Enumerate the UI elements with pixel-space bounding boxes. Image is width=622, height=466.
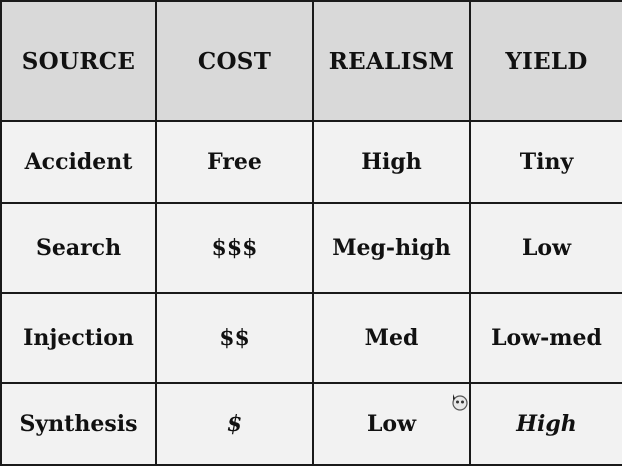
cell-yield: Low [469, 202, 622, 294]
cell-realism: Med [312, 292, 471, 384]
cell-source: Search [0, 202, 157, 294]
cell-yield: Tiny [469, 120, 622, 204]
pointer-cursor-icon [452, 394, 468, 411]
header-source: SOURCE [0, 0, 157, 122]
header-yield: YIELD [469, 0, 622, 122]
cell-cost: $$$ [155, 202, 314, 294]
cell-realism: Meg-high [312, 202, 471, 294]
cell-source: Synthesis [0, 382, 157, 466]
table-row: Accident Free High Tiny [0, 120, 622, 204]
table-row: Injection $$ Med Low-med [0, 292, 622, 384]
cell-realism: Low [312, 382, 471, 466]
header-cost: COST [155, 0, 314, 122]
cell-source: Injection [0, 292, 157, 384]
cell-cost: Free [155, 120, 314, 204]
table-header-row: SOURCE COST REALISM YIELD [0, 0, 622, 122]
cell-cost: $ [155, 382, 314, 466]
table-row: Search $$$ Meg-high Low [0, 202, 622, 294]
cell-source: Accident [0, 120, 157, 204]
cell-yield: High [469, 382, 622, 466]
cell-cost: $$ [155, 292, 314, 384]
header-realism: REALISM [312, 0, 471, 122]
cell-realism: High [312, 120, 471, 204]
table-row: Synthesis $ Low High [0, 382, 622, 466]
cell-yield: Low-med [469, 292, 622, 384]
